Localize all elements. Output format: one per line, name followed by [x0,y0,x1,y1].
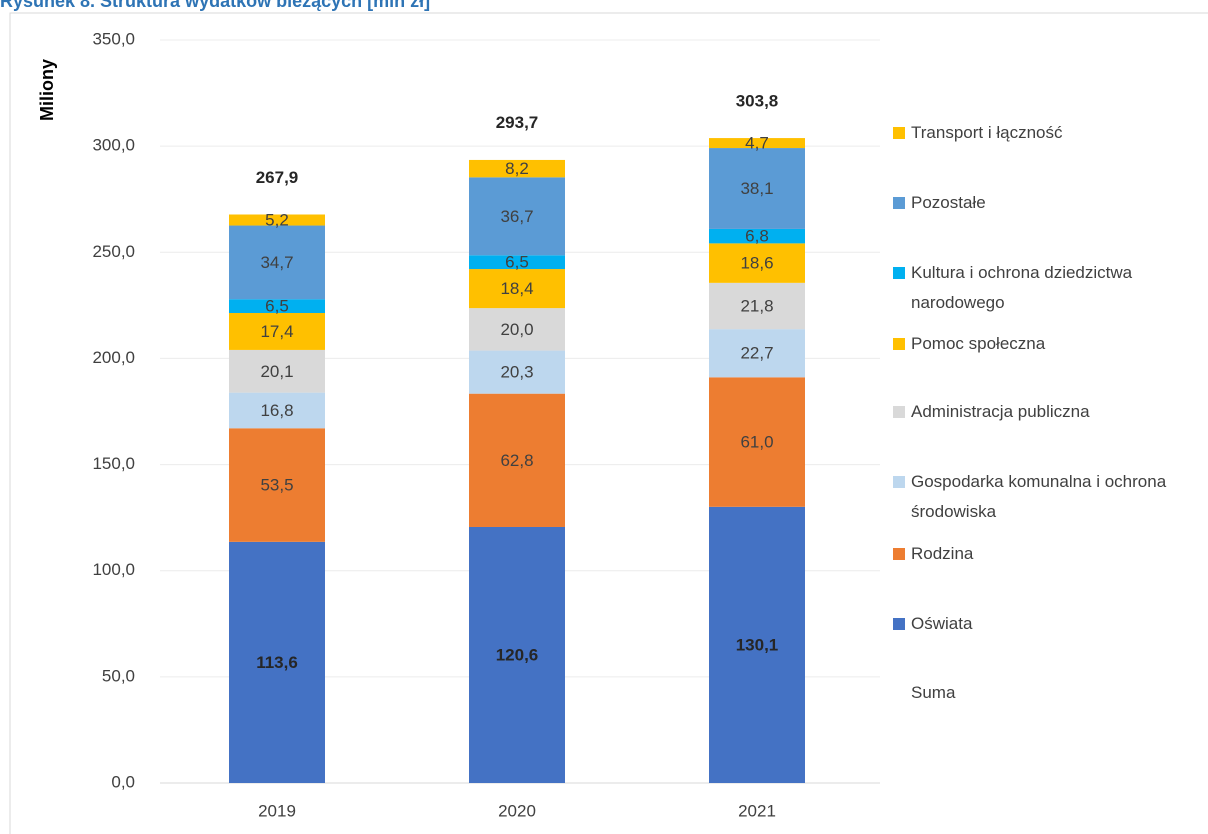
legend-item: Kultura i ochrona dziedzictwa narodowego [893,258,1193,318]
y-tick-label: 50,0 [102,666,135,685]
bar-segment [709,506,805,783]
y-tick-label: 0,0 [111,772,135,791]
y-tick-label: 150,0 [92,454,135,473]
x-tick-label: 2020 [498,801,536,820]
bar-segment [709,148,805,229]
total-label: 303,8 [736,92,779,111]
legend-swatch [893,267,905,279]
legend-swatch [893,338,905,350]
data-label: 38,1 [740,179,773,198]
legend-swatch [893,197,905,209]
legend-label: Pomoc społeczna [911,334,1046,353]
bar-segment [709,282,805,330]
data-label: 62,8 [500,451,533,470]
bar-segment [229,214,325,226]
bar-segment [469,269,565,309]
bar-segment [229,349,325,393]
data-label: 6,5 [265,297,289,316]
total-label: 267,9 [256,168,299,187]
data-label: 18,6 [740,254,773,273]
data-label: 6,8 [745,227,769,246]
legend-swatch [893,687,905,699]
bar-segment [709,138,805,149]
data-label: 61,0 [740,433,773,452]
legend-label: Pozostałe [911,193,986,212]
bar-segment [229,541,325,783]
chart-title: Rysunek 8. Struktura wydatków bieżących … [0,0,430,11]
bar-segment [469,350,565,394]
legend-label: Transport i łączność [911,123,1063,142]
bar-segment [469,177,565,256]
data-label: 120,6 [496,645,539,664]
legend-label: Gospodarka komunalna i ochrona środowisk… [911,472,1167,521]
y-tick-label: 200,0 [92,348,135,367]
legend-label: Rodzina [911,544,974,563]
data-label: 8,2 [505,159,529,178]
legend-label: Oświata [911,614,973,633]
data-label: 20,0 [500,320,533,339]
bar-segment [469,526,565,783]
legend-item: Pozostałe [893,188,1193,218]
y-tick-label: 100,0 [92,560,135,579]
data-label: 130,1 [736,635,779,654]
data-label: 21,8 [740,296,773,315]
data-label: 6,5 [505,253,529,272]
x-tick-label: 2021 [738,801,776,820]
data-label: 34,7 [260,253,293,272]
data-label: 20,1 [260,362,293,381]
bar-segment [709,377,805,507]
bar-segment [229,312,325,350]
data-label: 4,7 [745,134,769,153]
y-tick-label: 300,0 [92,136,135,155]
legend-item: Transport i łączność [893,118,1193,148]
data-label: 16,8 [260,401,293,420]
legend-item: Rodzina [893,539,1193,569]
total-label: 293,7 [496,113,539,132]
legend-item: Administracja publiczna [893,397,1193,427]
data-label: 22,7 [740,344,773,363]
data-label: 113,6 [256,653,298,672]
bar-segment [709,243,805,283]
y-tick-label: 250,0 [92,242,135,261]
bar-segment [709,228,805,244]
legend-item: Gospodarka komunalna i ochrona środowisk… [893,467,1193,527]
data-label: 17,4 [260,322,293,341]
data-label: 18,4 [500,279,533,298]
bar-segment [469,255,565,270]
legend-swatch [893,476,905,488]
data-label: 36,7 [500,207,533,226]
bar-segment [469,393,565,527]
bar-segment [229,392,325,429]
legend-swatch [893,548,905,560]
legend-label: Kultura i ochrona dziedzictwa narodowego [911,263,1133,312]
legend-label: Suma [911,683,956,702]
bar-segment [469,308,565,351]
bar-segment [229,299,325,313]
bar-segment [709,329,805,378]
legend-swatch [893,127,905,139]
legend-swatch [893,618,905,630]
legend-item: Oświata [893,609,1193,639]
y-tick-label: 350,0 [92,29,135,48]
chart-frame [9,12,1208,834]
legend-label: Administracja publiczna [911,402,1090,421]
data-label: 53,5 [260,476,293,495]
legend-item: Pomoc społeczna [893,329,1193,359]
bar-segment [229,225,325,300]
bar-segment [229,428,325,542]
x-tick-label: 2019 [258,801,296,820]
bar-segment [469,159,565,178]
y-axis-title: Miliony [37,59,57,121]
legend-swatch [893,406,905,418]
legend-item: Suma [893,678,1193,708]
data-label: 20,3 [500,363,533,382]
data-label: 5,2 [265,211,289,230]
